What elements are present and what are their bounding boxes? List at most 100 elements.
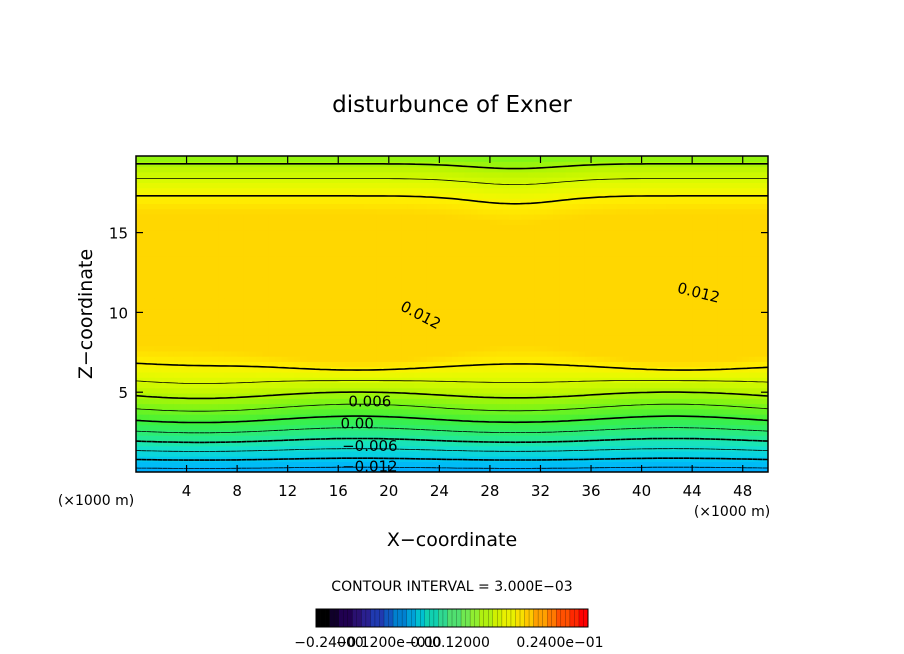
field-cell bbox=[331, 377, 339, 384]
field-cell bbox=[401, 429, 409, 436]
field-cell bbox=[382, 377, 390, 384]
field-cell bbox=[237, 187, 245, 194]
field-cell bbox=[300, 292, 308, 299]
field-cell bbox=[572, 466, 579, 472]
field-cell bbox=[407, 256, 415, 262]
field-cell bbox=[426, 308, 434, 315]
field-cell bbox=[470, 177, 478, 183]
field-cell bbox=[262, 171, 270, 178]
field-cell bbox=[641, 335, 649, 341]
field-cell bbox=[148, 292, 156, 299]
field-cell bbox=[218, 435, 226, 441]
field-cell bbox=[230, 345, 238, 352]
field-cell bbox=[369, 361, 377, 368]
field-cell bbox=[382, 182, 390, 189]
field-cell bbox=[268, 398, 276, 405]
field-cell bbox=[546, 382, 554, 389]
field-cell bbox=[578, 377, 586, 384]
field-cell bbox=[395, 377, 403, 384]
field-cell bbox=[458, 245, 466, 252]
field-cell bbox=[262, 198, 270, 204]
field-cell bbox=[546, 308, 554, 315]
field-cell bbox=[167, 240, 175, 247]
field-cell bbox=[211, 335, 219, 341]
field-cell bbox=[192, 261, 200, 268]
field-cell bbox=[464, 192, 472, 199]
field-cell bbox=[281, 282, 289, 289]
field-cell bbox=[249, 403, 257, 410]
field-cell bbox=[350, 308, 358, 315]
field-cell bbox=[199, 461, 207, 468]
field-cell bbox=[218, 156, 226, 162]
field-cell bbox=[622, 208, 630, 215]
field-cell bbox=[312, 198, 320, 204]
field-cell bbox=[654, 314, 662, 320]
field-cell bbox=[357, 235, 365, 241]
field-cell bbox=[357, 156, 365, 162]
field-cell bbox=[622, 271, 630, 278]
field-cell bbox=[249, 219, 257, 226]
field-cell bbox=[256, 419, 263, 426]
field-cell bbox=[628, 250, 636, 257]
field-cell bbox=[230, 366, 238, 373]
field-cell bbox=[496, 177, 504, 183]
field-cell bbox=[610, 303, 617, 310]
field-cell bbox=[363, 414, 371, 420]
field-cell bbox=[426, 387, 434, 394]
field-cell bbox=[154, 303, 162, 310]
field-cell bbox=[458, 445, 466, 452]
field-cell bbox=[426, 461, 434, 468]
field-cell bbox=[458, 314, 466, 320]
field-cell bbox=[306, 266, 314, 273]
field-cell bbox=[578, 366, 586, 373]
field-cell bbox=[470, 303, 478, 310]
field-cell bbox=[382, 382, 390, 389]
field-cell bbox=[167, 198, 175, 204]
field-cell bbox=[186, 250, 194, 257]
field-cell bbox=[433, 408, 440, 415]
field-cell bbox=[192, 371, 200, 378]
field-cell bbox=[395, 429, 403, 436]
field-cell bbox=[521, 282, 529, 289]
field-cell bbox=[445, 466, 453, 472]
field-cell bbox=[584, 435, 592, 441]
field-cell bbox=[647, 245, 655, 252]
field-cell bbox=[534, 166, 542, 173]
field-cell bbox=[136, 466, 143, 472]
field-cell bbox=[445, 387, 453, 394]
field-cell bbox=[363, 419, 371, 426]
field-cell bbox=[338, 345, 346, 352]
field-cell bbox=[344, 440, 352, 447]
field-cell bbox=[452, 445, 459, 452]
field-cell bbox=[628, 303, 636, 310]
field-cell bbox=[647, 308, 655, 315]
field-cell bbox=[369, 261, 377, 268]
field-cell bbox=[205, 187, 213, 194]
field-cell bbox=[515, 219, 523, 226]
field-cell bbox=[452, 229, 459, 236]
field-cell bbox=[565, 203, 573, 210]
field-cell bbox=[142, 187, 150, 194]
field-cell bbox=[439, 261, 447, 268]
field-cell bbox=[218, 356, 226, 362]
field-cell bbox=[483, 282, 491, 289]
field-cell bbox=[660, 440, 668, 447]
field-cell bbox=[622, 266, 630, 273]
field-cell bbox=[230, 314, 238, 320]
field-cell bbox=[565, 461, 573, 468]
field-cell bbox=[426, 361, 434, 368]
field-cell bbox=[439, 192, 447, 199]
field-cell bbox=[603, 371, 611, 378]
field-cell bbox=[167, 308, 175, 315]
field-cell bbox=[407, 266, 415, 273]
field-cell bbox=[445, 298, 453, 305]
field-cell bbox=[591, 387, 598, 394]
field-cell bbox=[641, 287, 649, 294]
field-cell bbox=[218, 171, 226, 178]
field-cell bbox=[647, 382, 655, 389]
field-cell bbox=[641, 440, 649, 447]
field-cell bbox=[312, 235, 320, 241]
field-cell bbox=[173, 292, 181, 299]
field-cell bbox=[458, 203, 466, 210]
